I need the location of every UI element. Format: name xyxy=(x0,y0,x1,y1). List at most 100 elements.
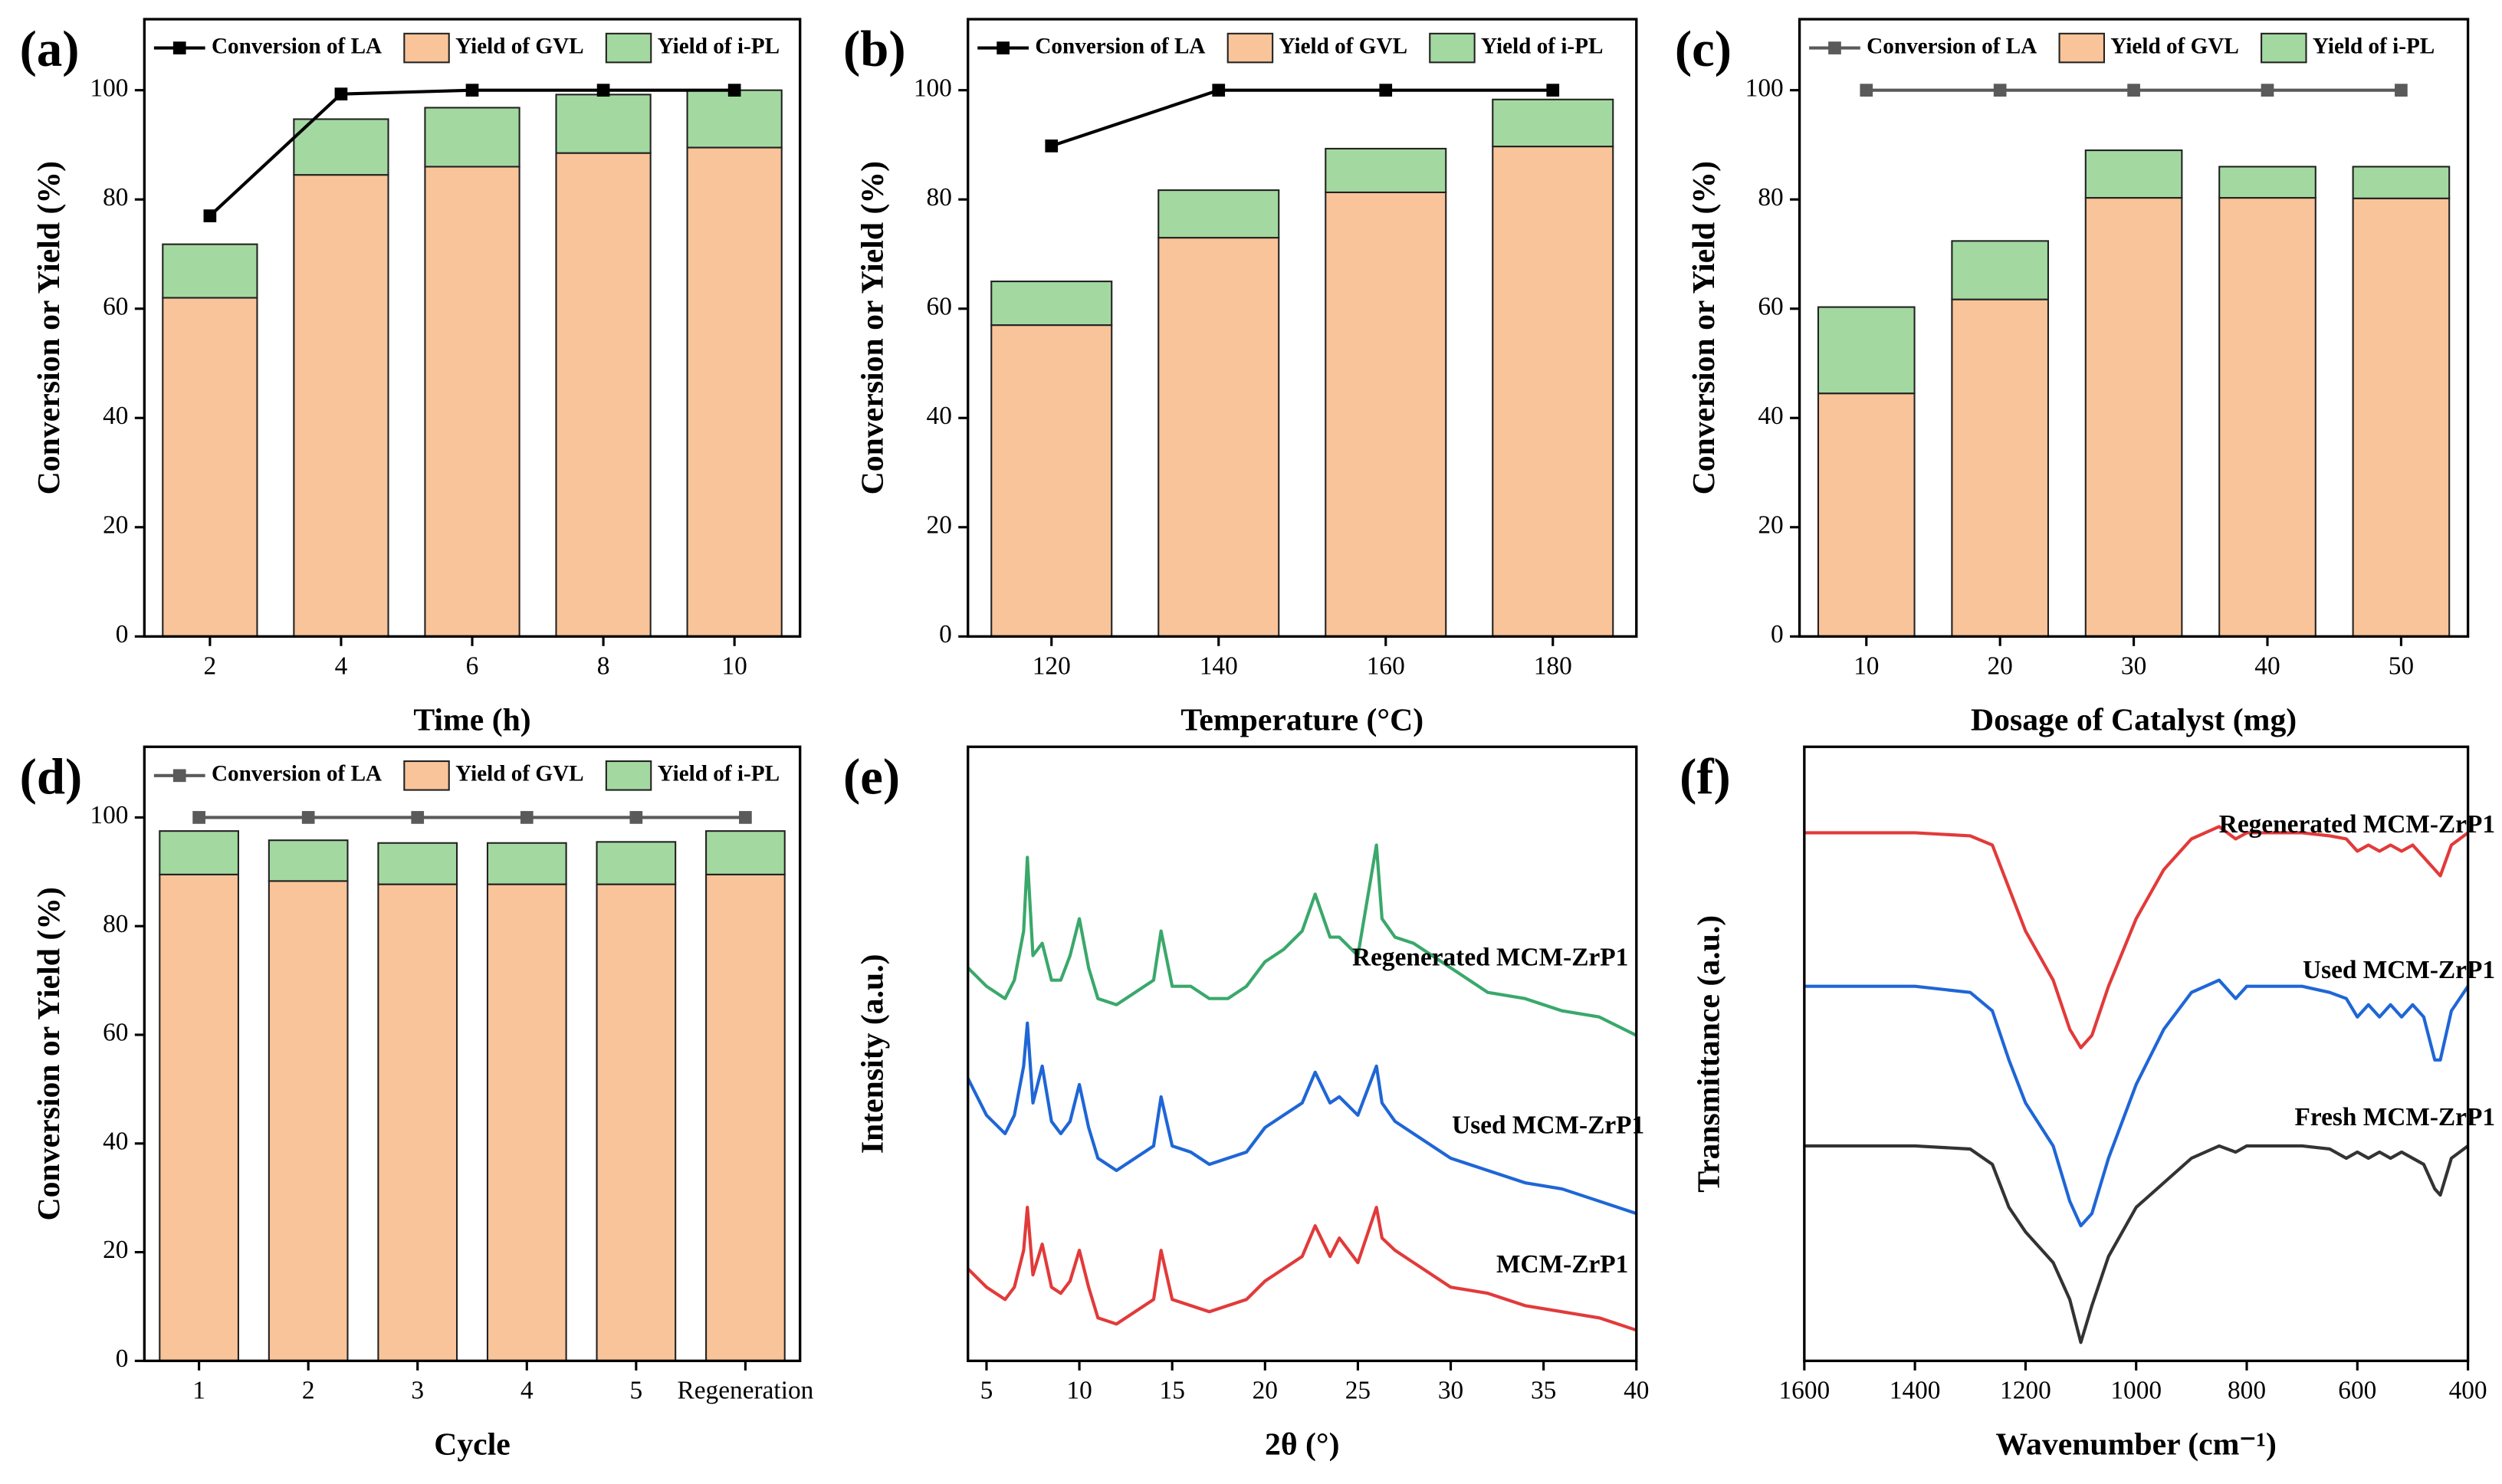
x-tick-label: 180 xyxy=(1534,652,1572,681)
marker xyxy=(1379,84,1393,97)
bar xyxy=(2084,149,2183,199)
marker xyxy=(1212,84,1226,97)
bar xyxy=(1325,191,1447,638)
y-axis-title: Transmittance (a.u.) xyxy=(1691,915,1726,1193)
bar xyxy=(686,89,783,149)
legend-label: Yield of GVL xyxy=(2110,34,2239,58)
marker xyxy=(203,209,217,222)
legend-label: Yield of i-PL xyxy=(1481,34,1603,58)
bar xyxy=(424,166,520,638)
marker xyxy=(629,811,643,824)
panel-label: (c) xyxy=(1675,21,1732,77)
bar xyxy=(293,174,389,638)
legend-label: Conversion of LA xyxy=(1035,34,1205,58)
marker xyxy=(301,811,315,824)
x-tick-label: 6 xyxy=(466,652,479,681)
x-axis-title: Time (h) xyxy=(413,703,530,738)
y-tick-label: 60 xyxy=(103,1019,128,1047)
bar xyxy=(2084,197,2183,638)
legend-swatch xyxy=(605,32,652,64)
marker xyxy=(727,84,741,97)
marker xyxy=(1860,84,1873,97)
y-tick-label: 40 xyxy=(1758,402,1783,430)
marker xyxy=(1045,140,1059,153)
spectrum-line xyxy=(1804,825,2469,1049)
x-tick-label: 400 xyxy=(2449,1377,2487,1405)
y-axis-title: Conversion or Yield (%) xyxy=(31,161,67,494)
legend-label: Yield of i-PL xyxy=(658,34,780,58)
y-tick-label: 60 xyxy=(927,292,952,320)
panel-label: (f) xyxy=(1679,749,1731,805)
bar xyxy=(2352,166,2451,199)
x-tick-label: 10 xyxy=(1066,1377,1092,1405)
x-tick-label: 800 xyxy=(2228,1377,2266,1405)
marker xyxy=(465,84,479,97)
y-tick-label: 100 xyxy=(1745,74,1784,102)
bar xyxy=(990,281,1113,327)
legend-swatch xyxy=(403,760,450,791)
bar xyxy=(596,883,677,1362)
y-tick-label: 0 xyxy=(116,620,129,648)
x-tick-label: 30 xyxy=(2121,652,2146,681)
spectrum-line xyxy=(1804,978,2470,1228)
legend-label: Yield of i-PL xyxy=(658,762,780,786)
bar xyxy=(1492,98,1614,148)
y-tick-label: 40 xyxy=(927,402,952,430)
x-tick-label: 1 xyxy=(192,1377,205,1405)
y-axis-title: Intensity (a.u.) xyxy=(855,954,890,1154)
bar xyxy=(1951,298,2050,638)
bar xyxy=(2218,197,2316,638)
marker xyxy=(2395,84,2408,97)
bar xyxy=(555,152,652,638)
x-tick-label: 10 xyxy=(721,652,747,681)
x-tick-label: 1200 xyxy=(2000,1377,2051,1405)
bar xyxy=(2218,166,2316,199)
legend-swatch xyxy=(2261,32,2307,64)
plot-frame xyxy=(967,18,1638,638)
marker xyxy=(1546,84,1560,97)
bar xyxy=(705,873,786,1362)
bar xyxy=(990,324,1113,638)
x-tick-label: 15 xyxy=(1160,1377,1185,1405)
y-tick-label: 60 xyxy=(103,292,128,320)
x-tick-label: 25 xyxy=(1345,1377,1371,1405)
x-tick-label: 2 xyxy=(302,1377,315,1405)
y-tick-label: 20 xyxy=(103,1236,128,1264)
y-tick-label: 100 xyxy=(90,801,128,829)
bar xyxy=(486,883,567,1362)
marker xyxy=(739,811,752,824)
x-tick-label: 600 xyxy=(2338,1377,2376,1405)
x-tick-label: 5 xyxy=(980,1377,993,1405)
y-tick-label: 20 xyxy=(1758,511,1783,539)
bar xyxy=(1157,189,1280,239)
marker xyxy=(411,811,425,824)
bar xyxy=(268,880,349,1362)
x-tick-label: 50 xyxy=(2389,652,2414,681)
legend-swatch xyxy=(1226,32,1274,64)
legend-label: Yield of i-PL xyxy=(2313,34,2435,58)
panel-label: (b) xyxy=(843,21,906,77)
legend-label: Yield of GVL xyxy=(455,762,584,786)
y-tick-label: 80 xyxy=(103,183,128,212)
x-tick-label: 20 xyxy=(1987,652,2012,681)
panel-label: (e) xyxy=(843,749,900,805)
plot-frame xyxy=(1798,18,2470,638)
marker xyxy=(1993,84,2007,97)
y-tick-label: 80 xyxy=(927,183,952,212)
marker xyxy=(192,811,205,824)
spectrum-line xyxy=(1804,1144,2469,1344)
x-tick-label: 40 xyxy=(1624,1377,1649,1405)
series-label: Used MCM-ZrP1 xyxy=(1452,1111,1644,1139)
y-tick-label: 20 xyxy=(927,511,952,539)
series-label: Fresh MCM-ZrP1 xyxy=(2295,1103,2496,1131)
bar xyxy=(1817,306,1916,395)
bar xyxy=(1817,392,1916,638)
bar xyxy=(686,146,783,638)
x-tick-label: 3 xyxy=(411,1377,424,1405)
marker xyxy=(334,87,348,101)
legend-swatch xyxy=(605,760,652,791)
legend-label: Yield of GVL xyxy=(1279,34,1407,58)
bar xyxy=(424,107,520,168)
x-tick-label: 1400 xyxy=(1890,1377,1941,1405)
y-axis-title: Conversion or Yield (%) xyxy=(1686,161,1722,494)
